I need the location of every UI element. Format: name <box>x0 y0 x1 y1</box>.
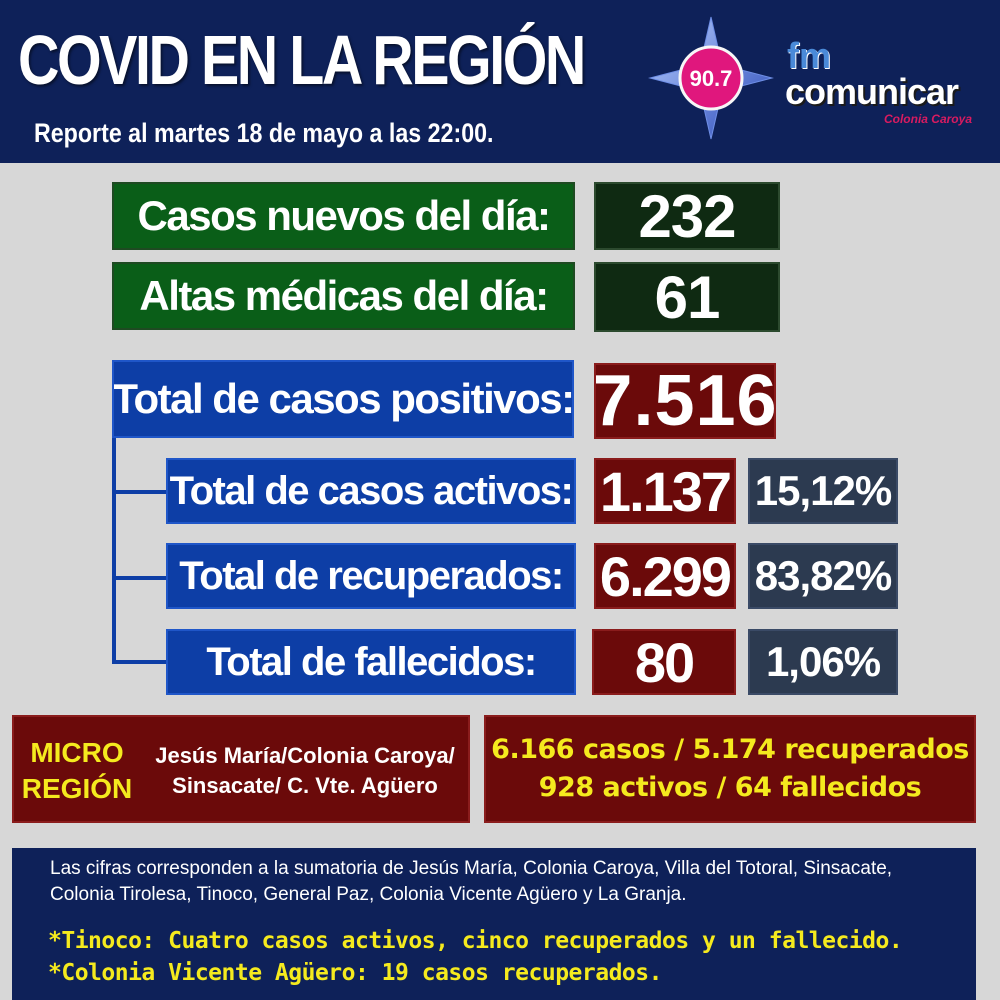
recovered-value: 6.299 <box>594 543 736 609</box>
micro-region-panel: MICRO REGIÓN Jesús María/Colonia Caroya/… <box>12 715 470 823</box>
micro-region-stats-line1: 6.166 casos / 5.174 recuperados <box>491 734 969 765</box>
tree-branch-deceased <box>112 660 168 664</box>
micro-region-stats: 6.166 casos / 5.174 recuperados 928 acti… <box>484 715 976 823</box>
new-cases-label: Casos nuevos del día: <box>112 182 575 250</box>
discharges-label: Altas médicas del día: <box>112 262 575 330</box>
active-cases-percent: 15,12% <box>748 458 898 524</box>
micro-region-stats-line2: 928 activos / 64 fallecidos <box>538 772 922 803</box>
tree-connector <box>112 438 116 663</box>
logo-frequency: 90.7 <box>689 66 733 91</box>
footer-notes: Las cifras corresponden a la sumatoria d… <box>12 848 976 1000</box>
total-positive-value: 7.516 <box>594 363 776 439</box>
micro-region-title-line1: MICRO <box>30 737 124 768</box>
micro-region-towns-line2: Sinsacate/ C. Vte. Agüero <box>172 773 438 798</box>
active-cases-value: 1.137 <box>594 458 736 524</box>
logo-name: comunicar <box>785 71 959 112</box>
report-date: Reporte al martes 18 de mayo a las 22:00… <box>34 118 494 148</box>
page-title: COVID EN LA REGIÓN <box>18 21 586 99</box>
footer-tinoco-note: *Tinoco: Cuatro casos activos, cinco rec… <box>48 928 903 954</box>
active-cases-label: Total de casos activos: <box>166 458 576 524</box>
micro-region-towns-line1: Jesús María/Colonia Caroya/ <box>155 743 455 768</box>
micro-region-title: MICRO REGIÓN <box>18 735 136 807</box>
recovered-label: Total de recuperados: <box>166 543 576 609</box>
new-cases-value: 232 <box>594 182 780 250</box>
micro-region-towns: Jesús María/Colonia Caroya/ Sinsacate/ C… <box>140 741 470 801</box>
tree-branch-recovered <box>112 576 168 580</box>
deceased-label: Total de fallecidos: <box>166 629 576 695</box>
logo-city: Colonia Caroya <box>883 112 972 126</box>
header-banner: COVID EN LA REGIÓN Reporte al martes 18 … <box>0 0 1000 163</box>
recovered-percent: 83,82% <box>748 543 898 609</box>
discharges-value: 61 <box>594 262 780 332</box>
footer-note: Las cifras corresponden a la sumatoria d… <box>50 858 893 905</box>
radio-star-logo-icon <box>648 16 774 140</box>
deceased-value: 80 <box>592 629 736 695</box>
logo-fm: fm <box>787 35 831 76</box>
micro-region-title-line2: REGIÓN <box>21 773 133 804</box>
tree-branch-active <box>112 490 168 494</box>
footer-vicente-aguero-note: *Colonia Vicente Agüero: 19 casos recupe… <box>48 960 662 986</box>
total-positive-label: Total de casos positivos: <box>112 360 574 438</box>
deceased-percent: 1,06% <box>748 629 898 695</box>
